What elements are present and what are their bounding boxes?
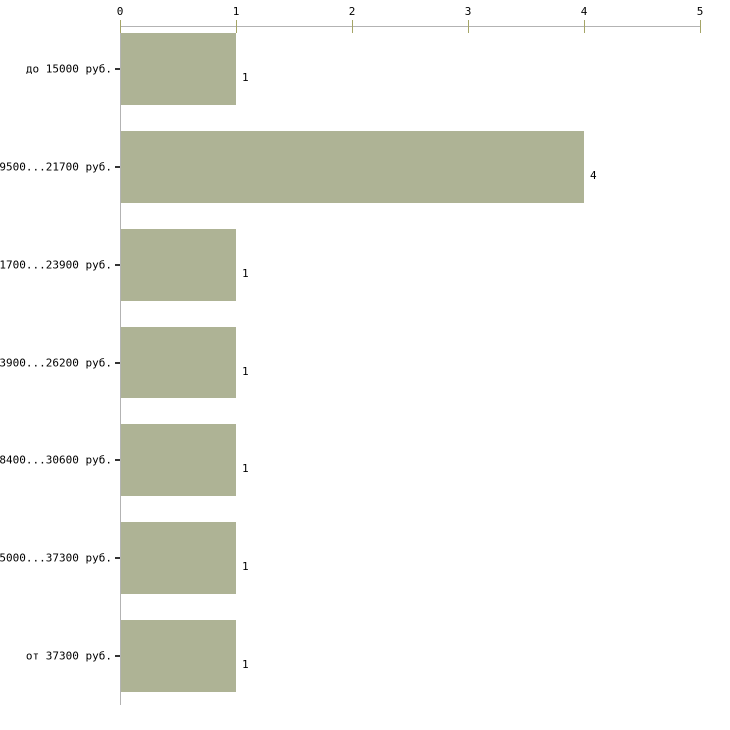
x-axis-tick xyxy=(352,20,353,33)
x-axis-tick-label: 4 xyxy=(580,5,588,18)
bar-value-label: 1 xyxy=(242,266,249,280)
x-axis-tick-label: 3 xyxy=(464,5,472,18)
x-axis-tick-label: 1 xyxy=(232,5,240,18)
bar xyxy=(120,228,236,301)
x-axis-tick-label: 2 xyxy=(348,5,356,18)
y-axis-tick xyxy=(115,557,120,560)
y-axis-tick xyxy=(115,459,120,462)
y-axis-category-label: 35000...37300 руб. xyxy=(0,551,112,565)
bar-value-label: 4 xyxy=(590,168,597,182)
x-axis-line xyxy=(120,26,700,27)
bar xyxy=(120,326,236,399)
y-axis-category-label: до 15000 руб. xyxy=(25,62,112,76)
x-axis-tick-label: 0 xyxy=(116,5,124,18)
y-axis-category-label: 28400...30600 руб. xyxy=(0,453,112,467)
bar xyxy=(120,620,236,693)
x-axis-tick xyxy=(468,20,469,33)
x-axis-tick-label: 5 xyxy=(696,5,704,18)
bar xyxy=(120,522,236,595)
y-axis-category-label: 21700...23900 руб. xyxy=(0,258,112,272)
y-axis-tick xyxy=(115,361,120,364)
x-axis-tick xyxy=(120,20,121,33)
bar-value-label: 1 xyxy=(242,560,249,574)
x-axis-tick xyxy=(584,20,585,33)
bar xyxy=(120,130,584,203)
y-axis-tick xyxy=(115,263,120,266)
x-axis-tick xyxy=(236,20,237,33)
y-axis-category-label: 23900...26200 руб. xyxy=(0,356,112,369)
bar xyxy=(120,32,236,105)
y-axis-category-label: 19500...21700 руб. xyxy=(0,160,112,174)
y-axis-category-label: от 37300 руб. xyxy=(25,649,112,663)
y-axis-tick xyxy=(115,165,120,168)
y-axis-tick xyxy=(115,67,120,70)
y-axis-line xyxy=(120,20,121,705)
bar-value-label: 1 xyxy=(242,364,249,378)
bar-value-label: 1 xyxy=(242,70,249,84)
bar-value-label: 1 xyxy=(242,658,249,672)
plot-area xyxy=(120,20,700,705)
y-axis-tick xyxy=(115,655,120,658)
bar-value-label: 1 xyxy=(242,462,249,476)
x-axis-tick xyxy=(700,20,701,33)
bar xyxy=(120,424,236,497)
